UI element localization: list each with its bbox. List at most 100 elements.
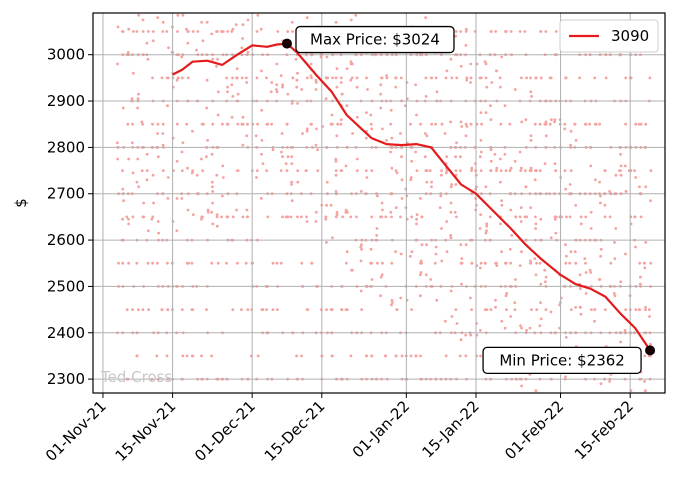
scatter-point [409,178,413,182]
scatter-point [349,60,353,64]
scatter-point [380,273,384,277]
scatter-point [568,261,572,265]
scatter-point [120,30,124,33]
scatter-point [569,250,573,254]
scatter-point [430,122,434,126]
scatter-point [564,336,568,339]
scatter-point [300,215,303,219]
scatter-point [584,292,588,295]
scatter-point [205,78,209,82]
scatter-point [399,215,402,219]
scatter-point [538,324,542,328]
scatter-point [440,259,444,263]
scatter-point [608,380,611,383]
scatter-point [271,148,275,152]
scatter-point [534,76,538,80]
scatter-point [584,215,588,219]
scatter-point [390,261,394,265]
scatter-point [464,44,468,47]
scatter-point [449,185,453,189]
scatter-point [460,261,463,265]
scatter-point [360,308,363,311]
scatter-point [260,69,263,73]
scatter-point [634,308,638,311]
scatter-point [310,261,314,265]
scatter-point [314,143,318,147]
scatter-point [236,122,240,126]
scatter-point [548,122,552,126]
scatter-point [554,30,558,33]
scatter-point [314,220,318,223]
scatter-point [296,71,299,75]
scatter-point [151,76,154,80]
scatter-point [200,217,203,221]
price-line [172,42,652,352]
scatter-point [648,76,652,80]
scatter-point [131,71,135,75]
scatter-point [127,222,130,226]
scatter-point [241,143,245,147]
scatter-point [543,162,547,166]
scatter-point [122,199,125,203]
scatter-point [306,76,309,80]
scatter-point [131,171,135,175]
scatter-point [504,261,507,265]
scatter-point [644,185,648,189]
scatter-point [210,32,214,36]
scatter-point [400,197,404,200]
scatter-point [538,122,542,126]
scatter-point [550,118,553,121]
scatter-point [500,319,504,323]
scatter-point [276,30,280,33]
scatter-point [370,169,374,173]
scatter-point [528,169,532,173]
scatter-point [539,217,543,221]
scatter-point [449,201,453,205]
scatter-point [365,354,368,358]
scatter-point [394,85,398,89]
scatter-point [345,104,349,108]
scatter-point [290,183,293,186]
scatter-point [465,125,469,128]
scatter-point [385,76,389,80]
scatter-point [593,308,597,311]
scatter-point [181,354,185,358]
scatter-point [370,127,374,131]
scatter-point [394,169,398,173]
scatter-point [244,76,248,80]
scatter-point [415,169,419,173]
scatter-point [176,13,180,17]
scatter-point [529,206,533,210]
scatter-point [504,294,508,298]
scatter-point [529,76,532,80]
scatter-point [594,178,597,182]
scatter-point [315,127,318,131]
scatter-point [340,76,343,80]
scatter-point [534,389,538,393]
scatter-point [624,190,628,193]
scatter-point [165,354,169,358]
scatter-point [369,122,373,126]
scatter-point [225,76,229,80]
legend-box [559,19,659,53]
scatter-point [240,46,244,50]
scatter-point [221,194,224,198]
scatter-point [505,308,508,311]
scatter-point [460,257,464,260]
scatter-point [450,183,453,186]
scatter-point [280,150,283,154]
scatter-point [246,51,250,54]
scatter-point [549,236,553,240]
scatter-point [309,74,313,77]
scatter-point [464,27,468,31]
scatter-point [419,197,422,200]
scatter-point [152,30,155,33]
scatter-point [190,171,194,175]
scatter-point [127,27,131,31]
scatter-point [296,169,300,173]
scatter-point [455,76,459,80]
scatter-point [608,190,611,193]
scatter-point [424,76,428,80]
scatter-point [226,215,229,219]
scatter-point [186,166,189,170]
